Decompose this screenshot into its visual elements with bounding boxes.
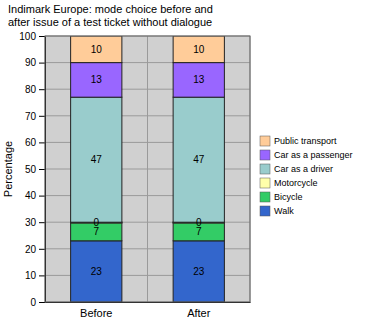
bar-segment	[173, 36, 224, 63]
y-tick: 30	[25, 217, 45, 228]
y-axis: 0 10 20 30 40 50 60 70 80 90 100	[19, 31, 45, 308]
y-tick: 80	[25, 84, 45, 95]
data-label: 0	[196, 217, 202, 228]
y-tick-mark	[39, 249, 45, 250]
y-tick-mark	[39, 63, 45, 64]
y-tick-label: 70	[25, 111, 37, 122]
legend-label: Car as a passenger	[274, 150, 353, 160]
y-tick: 70	[25, 111, 45, 122]
legend-swatch	[260, 206, 270, 216]
data-label: 0	[93, 217, 99, 228]
x-axis: Before After	[46, 302, 251, 319]
data-label: 23	[91, 266, 103, 277]
y-tick-label: 80	[25, 84, 37, 95]
legend-label: Car as a driver	[274, 164, 333, 174]
bars	[71, 36, 225, 302]
title-line: Indimark Europe: mode choice before and	[8, 3, 213, 15]
bar-segment	[173, 63, 224, 98]
chart: Indimark Europe: mode choice before anda…	[0, 0, 372, 326]
y-tick: 90	[25, 57, 45, 68]
plot-frame	[45, 36, 250, 302]
y-tick: 50	[25, 164, 45, 175]
legend: Public transport Car as a passenger Car as…	[260, 136, 353, 216]
y-tick-label: 20	[25, 244, 37, 255]
y-tick-label: 50	[25, 164, 37, 175]
y-tick-label: 30	[25, 217, 37, 228]
y-tick-mark	[39, 142, 45, 143]
legend-item: Motorcycle	[260, 178, 318, 188]
data-label: 13	[91, 74, 103, 85]
y-tick-label: 10	[25, 270, 37, 281]
y-tick-mark	[39, 302, 45, 303]
y-tick-label: 40	[25, 190, 37, 201]
data-label: 47	[91, 154, 103, 165]
legend-swatch	[260, 136, 270, 146]
legend-label: Motorcycle	[274, 178, 318, 188]
data-labels: 23237700474713131010	[91, 44, 205, 277]
y-tick-mark	[39, 275, 45, 276]
plot-background	[45, 36, 250, 302]
grid-vertical	[45, 36, 250, 302]
data-label: 10	[193, 44, 205, 55]
y-tick-mark	[39, 169, 45, 170]
x-tick-label: After	[187, 307, 211, 319]
legend-swatch	[260, 192, 270, 202]
y-tick-mark	[39, 222, 45, 223]
legend-item: Walk	[260, 206, 294, 216]
grid	[45, 36, 250, 302]
bar-segment	[173, 241, 224, 302]
legend-swatch	[260, 178, 270, 188]
y-tick-label: 0	[30, 297, 36, 308]
y-tick-label: 90	[25, 57, 37, 68]
y-tick: 100	[19, 31, 45, 42]
y-tick: 10	[25, 270, 45, 281]
data-label: 23	[193, 266, 205, 277]
legend-item: Public transport	[260, 136, 337, 146]
y-tick: 0	[30, 297, 45, 308]
bar-segment	[71, 97, 122, 222]
x-tick: Before	[80, 302, 112, 319]
grid-line-vertical	[147, 36, 148, 302]
bar-segment	[71, 241, 122, 302]
y-tick-label: 100	[19, 31, 36, 42]
y-axis-title: Percentage	[2, 141, 14, 197]
bar-segment	[71, 36, 122, 63]
legend-item: Car as a driver	[260, 164, 333, 174]
data-label: 13	[193, 74, 205, 85]
title-line: after issue of a test ticket without dia…	[8, 16, 212, 28]
y-tick-mark	[39, 89, 45, 90]
x-tick-label: Before	[80, 307, 112, 319]
legend-swatch	[260, 164, 270, 174]
bar-segment	[173, 97, 224, 222]
legend-item: Bicycle	[260, 192, 303, 202]
y-tick-mark	[39, 116, 45, 117]
y-tick: 20	[25, 244, 45, 255]
plot: 2323770047471313101001020304050607080901…	[19, 31, 250, 319]
y-tick: 60	[25, 137, 45, 148]
chart-title: Indimark Europe: mode choice before anda…	[8, 3, 213, 28]
legend-swatch	[260, 150, 270, 160]
x-tick: After	[187, 302, 211, 319]
bar-segment	[71, 63, 122, 98]
data-label: 47	[193, 154, 205, 165]
legend-label: Bicycle	[274, 192, 303, 202]
legend-label: Public transport	[274, 136, 337, 146]
y-tick-mark	[39, 36, 45, 37]
y-tick: 40	[25, 190, 45, 201]
legend-item: Car as a passenger	[260, 150, 353, 160]
y-tick-mark	[39, 196, 45, 197]
data-label: 10	[91, 44, 103, 55]
y-tick-label: 60	[25, 137, 37, 148]
legend-label: Walk	[274, 206, 294, 216]
